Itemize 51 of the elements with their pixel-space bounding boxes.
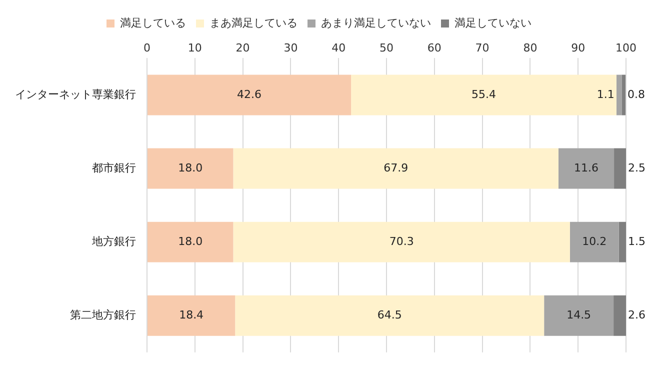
bar <box>570 222 619 262</box>
bar <box>616 74 622 116</box>
data-label: 10.2 <box>582 234 607 248</box>
x-tick-label: 30 <box>284 41 298 54</box>
bar <box>614 295 626 336</box>
data-label: 1.5 <box>628 234 646 248</box>
legend-label: まあ満足している <box>210 16 298 30</box>
data-label: 11.6 <box>574 161 598 174</box>
bar <box>148 74 352 116</box>
data-label: 70.3 <box>389 234 414 248</box>
y-tick-label: 地方銀行 <box>91 234 136 248</box>
x-tick-label: 100 <box>616 41 636 54</box>
x-tick-label: 50 <box>380 41 394 54</box>
legend-label: あまり満足していない <box>321 16 431 30</box>
bar <box>558 148 614 189</box>
data-label: 1.1 <box>596 88 614 101</box>
bar <box>622 74 626 116</box>
bar <box>544 295 614 336</box>
data-label: 2.5 <box>628 161 646 174</box>
y-tick-label: 都市銀行 <box>92 161 136 174</box>
y-tick-label: 第二地方銀行 <box>70 308 136 322</box>
x-tick-label: 60 <box>427 41 442 54</box>
legend-label: 満足している <box>120 16 186 30</box>
data-label: 14.5 <box>566 308 592 322</box>
y-tick-label: インターネット専業銀行 <box>15 88 136 101</box>
data-label: 18.4 <box>179 308 204 322</box>
bar <box>351 74 616 116</box>
bar <box>148 148 234 189</box>
x-tick-label: 10 <box>188 41 202 54</box>
x-tick-label: 40 <box>332 41 346 54</box>
x-tick-label: 0 <box>144 41 150 54</box>
x-tick-label: 20 <box>236 41 250 54</box>
data-label: 18.0 <box>178 234 203 248</box>
x-tick-label: 70 <box>475 41 490 54</box>
x-tick-label: 90 <box>571 41 586 54</box>
bar <box>618 222 626 262</box>
data-label: 2.6 <box>628 308 646 322</box>
data-label: 64.5 <box>377 308 402 322</box>
x-tick-label: 80 <box>523 41 538 54</box>
bar <box>235 295 544 336</box>
legend-label: 満足していない <box>454 16 532 30</box>
data-label: 0.8 <box>628 88 646 101</box>
bar <box>233 148 558 189</box>
bar <box>614 148 626 189</box>
data-label: 42.6 <box>237 88 262 101</box>
bar <box>233 222 570 262</box>
bar <box>148 222 234 262</box>
data-label: 18.0 <box>178 161 203 174</box>
data-label: 55.4 <box>471 88 496 101</box>
data-label: 67.9 <box>384 161 408 174</box>
bar <box>148 295 236 336</box>
